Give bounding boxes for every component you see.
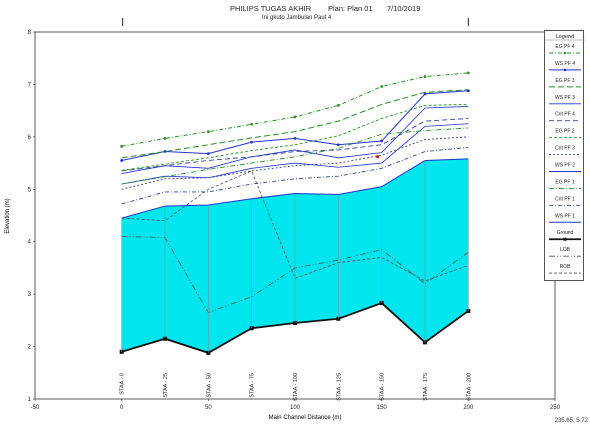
series-point-ws-pf-4 [250,140,254,144]
series-line-eg-pf-2 [121,103,469,171]
series-point-ws-pf-4 [293,137,297,140]
series-point-eg-pf-4 [423,75,427,78]
y-tick-label: 1 [28,397,32,403]
legend-label-rob: ROB [560,264,572,270]
legend: Legend EG PF 4 WS PF 4 EG PF 3 WS PF 3 Crit P… [544,30,585,281]
series-point-eg-pf-4 [250,122,254,126]
plan-label: Plan: Plan 01 [328,4,373,13]
x-tick-label: 0 [120,405,124,411]
crit-marker [376,155,380,159]
y-tick-label: 4 [28,240,32,246]
series-point-eg-pf-4 [336,104,340,107]
legend-label-eg-pf-2: EG PF 2 [555,129,574,135]
station-label: STAA - 75 [250,373,256,398]
legend-label-ws-pf-2: WS PF 2 [555,163,575,169]
y-tick-label: 6 [28,135,32,141]
legend-label-lob: LOB [560,247,571,253]
series-line-eg-pf-3 [121,89,469,159]
y-tick-label: 5 [28,187,32,193]
series-point-ws-pf-4 [206,152,210,156]
y-tick-label: 3 [28,292,32,298]
series-line-crit-pf-3 [121,136,469,190]
series-point-eg-pf-4 [293,115,297,119]
tick-labels-layer: -50 0 50 100 150 200 250 1 2 3 4 5 6 7 8 [28,30,561,411]
series-point-ws-pf-4 [336,143,340,147]
legend-label-crit-pf-1: Crit PF 1 [555,196,575,202]
x-tick-label: -50 [31,405,40,411]
y-tick-label: 8 [28,30,32,36]
station-label: STAA - 50 [206,373,212,398]
chart-subtitle: Ini gkuto Jambulan Paut 4 [262,15,332,21]
station-label: STAA - 150 [380,373,386,401]
x-tick-label: 100 [290,405,301,411]
station-label: STAA - 0 [120,373,126,395]
station-label: STAA - 175 [423,373,429,401]
x-tick-label: 250 [550,405,561,411]
legend-title: Legend [556,34,574,40]
station-label: STAA - 25 [163,373,169,398]
series-line-rob [121,170,469,282]
legend-label-ws-pf-1: WS PF 1 [555,213,575,219]
chart-title: PHILIPS TUGAS AKHIR [230,4,312,13]
legend-label-ws-pf-4: WS PF 4 [555,61,575,67]
legend-label-eg-pf-4: EG PF 4 [555,44,574,50]
series-line-eg-pf-4 [121,72,469,147]
date-label: 7/10/2019 [387,4,421,13]
coordinate-readout: 235.65, 5.72 [554,418,588,424]
series-point-eg-pf-4 [120,144,124,148]
station-label: STAA - 200 [466,373,472,401]
series-line-eg-pf-1 [121,127,469,185]
series-point-ws-pf-4 [380,139,384,143]
legend-label-ground: Ground [557,230,574,236]
y-tick-label: 2 [28,345,32,351]
series-line-ws-pf-3 [121,106,469,174]
x-tick-label: 150 [377,405,388,411]
series-line-ws-pf-2 [121,123,469,185]
legend-label-crit-pf-4: Crit PF 4 [555,112,575,118]
legend-marker-eg-pf-4 [563,51,567,55]
series-point-eg-pf-4 [466,71,470,75]
y-tick-label: 7 [28,82,32,88]
station-label: STAA - 100 [293,373,299,401]
legend-marker-ground [563,237,567,241]
series-point-eg-pf-4 [380,85,384,88]
legend-label-eg-pf-3: EG PF 3 [555,78,574,84]
station-label: STAA - 125 [336,373,342,401]
station-labels-layer: STAA - 0 STAA - 25 STAA - 50 STAA - 75 STAA … [120,158,472,401]
legend-label-eg-pf-1: EG PF 1 [555,179,574,185]
legend-marker-ws-pf-4 [563,68,567,72]
x-tick-label: 200 [463,405,474,411]
x-axis-label: Main Channel Distance (m) [269,415,342,421]
series-point-eg-pf-4 [206,130,210,134]
series-point-ws-pf-4 [120,159,124,162]
series-point-eg-pf-4 [163,137,167,140]
legend-label-ws-pf-3: WS PF 3 [555,95,575,101]
series-line-crit-pf-1 [121,146,469,205]
legend-label-crit-pf-3: Crit PF 3 [555,146,575,152]
series-point-ws-pf-4 [423,92,427,96]
series-line-crit-pf-4 [121,118,469,172]
y-axis-label: Elevation (m) [5,198,11,233]
x-tick-label: 50 [205,405,212,411]
legend-entries: Legend EG PF 4 WS PF 4 EG PF 3 WS PF 3 Crit P… [545,34,585,274]
series-point-ws-pf-4 [163,150,167,153]
